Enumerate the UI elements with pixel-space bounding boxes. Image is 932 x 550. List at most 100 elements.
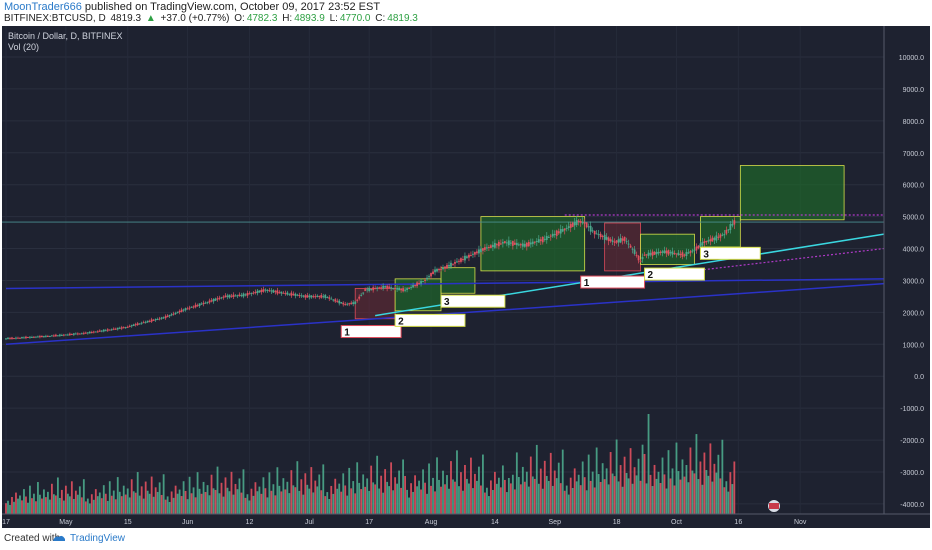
candle-body bbox=[224, 295, 227, 298]
volume-bar bbox=[19, 495, 21, 514]
candle-body bbox=[144, 321, 147, 323]
candle-body bbox=[88, 331, 91, 334]
candle-body bbox=[33, 336, 35, 338]
candle-body bbox=[392, 287, 395, 289]
volume-bar bbox=[517, 476, 520, 514]
candle-body bbox=[388, 286, 391, 289]
volume-bar bbox=[713, 463, 716, 514]
volume-bar bbox=[324, 496, 327, 514]
candle-body bbox=[482, 248, 484, 251]
candle-body bbox=[474, 252, 476, 255]
candle-body bbox=[699, 243, 702, 248]
candle-body bbox=[673, 253, 676, 255]
candle-body bbox=[452, 263, 454, 265]
candle-body bbox=[56, 335, 59, 337]
candle-body bbox=[555, 230, 558, 236]
volume-bar bbox=[635, 475, 638, 514]
y-tick-label: 2000.0 bbox=[903, 310, 925, 317]
volume-bar bbox=[567, 494, 570, 514]
volume-bar bbox=[462, 490, 464, 514]
candle-body bbox=[45, 335, 47, 337]
flag-icon[interactable] bbox=[768, 500, 780, 512]
volume-bar bbox=[88, 503, 91, 514]
y-tick-label: -2000.0 bbox=[900, 438, 924, 445]
tradingview-brand[interactable]: TradingView bbox=[70, 533, 126, 544]
volume-bar bbox=[418, 480, 420, 514]
volume-bar bbox=[513, 489, 516, 514]
candle-body bbox=[521, 243, 524, 247]
publish-header: MoonTrader666 published on TradingView.c… bbox=[0, 0, 932, 26]
x-axis[interactable]: 17 May 15 Jun 12 Jul 17 Aug 14 Sep 18 Oct 16 Nov bbox=[2, 513, 930, 528]
volume-bar bbox=[318, 474, 321, 514]
candle-body bbox=[352, 302, 355, 305]
volume-bar bbox=[398, 470, 401, 514]
candle-body bbox=[252, 292, 255, 294]
volume-bar bbox=[21, 500, 23, 514]
candle-body bbox=[725, 229, 728, 234]
volume-bars bbox=[5, 414, 736, 514]
volume-bar bbox=[503, 479, 506, 514]
candle-body bbox=[645, 254, 648, 256]
high-label: H: bbox=[282, 13, 293, 24]
volume-bar bbox=[246, 494, 249, 514]
volume-bar bbox=[549, 452, 552, 514]
volume-bar bbox=[705, 470, 708, 514]
candle-body bbox=[96, 331, 99, 333]
candle-body bbox=[54, 334, 57, 337]
x-tick-label: 12 bbox=[246, 519, 254, 526]
candle-body bbox=[495, 244, 498, 246]
candle-body bbox=[665, 250, 668, 254]
candle-body bbox=[160, 317, 163, 319]
candle-body bbox=[350, 302, 353, 305]
volume-bar bbox=[206, 485, 209, 514]
candle-body bbox=[332, 299, 335, 301]
candle-body bbox=[218, 297, 221, 299]
volume-bar bbox=[659, 483, 662, 514]
blue-channel-line bbox=[5, 278, 885, 290]
candle-body bbox=[102, 329, 105, 332]
volume-bar bbox=[509, 483, 512, 514]
volume-bar bbox=[561, 449, 564, 514]
candle-body bbox=[484, 247, 486, 250]
zone-box bbox=[739, 165, 845, 221]
volume-bar bbox=[320, 490, 323, 514]
y-tick-label: 10000.0 bbox=[899, 55, 924, 62]
volume-bar bbox=[563, 490, 566, 514]
volume-bar bbox=[314, 480, 317, 514]
candle-body bbox=[362, 292, 365, 294]
volume-bar bbox=[84, 501, 87, 514]
volume-bar bbox=[633, 467, 636, 514]
volume-bar bbox=[707, 475, 710, 514]
volume-bar bbox=[436, 457, 438, 514]
candle-body bbox=[599, 233, 602, 238]
volume-bar bbox=[68, 496, 71, 514]
candle-body bbox=[551, 233, 554, 237]
candle-body bbox=[412, 285, 414, 288]
candle-body bbox=[316, 295, 319, 298]
volume-bar bbox=[23, 489, 25, 514]
volume-bar bbox=[244, 497, 247, 514]
candle-body bbox=[274, 291, 277, 293]
candle-body bbox=[294, 293, 297, 296]
volume-bar bbox=[400, 487, 402, 514]
volume-bar bbox=[545, 475, 548, 514]
y-tick-label: 0.0 bbox=[914, 374, 924, 381]
volume-bar bbox=[278, 485, 281, 514]
candle-body bbox=[270, 290, 273, 292]
volume-bar bbox=[458, 486, 460, 514]
candle-body bbox=[154, 318, 157, 321]
candle-body bbox=[200, 303, 203, 305]
candle-body bbox=[86, 332, 89, 334]
candle-body bbox=[130, 325, 133, 327]
author-link[interactable]: MoonTrader666 bbox=[4, 1, 82, 13]
candle-body bbox=[430, 273, 432, 277]
candle-body bbox=[641, 257, 644, 260]
candle-body bbox=[68, 333, 71, 336]
volume-bar bbox=[15, 492, 17, 514]
volume-bar bbox=[703, 452, 706, 514]
y-axis[interactable]: 10000.0 9000.0 8000.0 7000.0 6000.0 5000.0 400… bbox=[883, 26, 930, 528]
volume-bar bbox=[378, 488, 381, 514]
candle-body bbox=[168, 314, 171, 317]
